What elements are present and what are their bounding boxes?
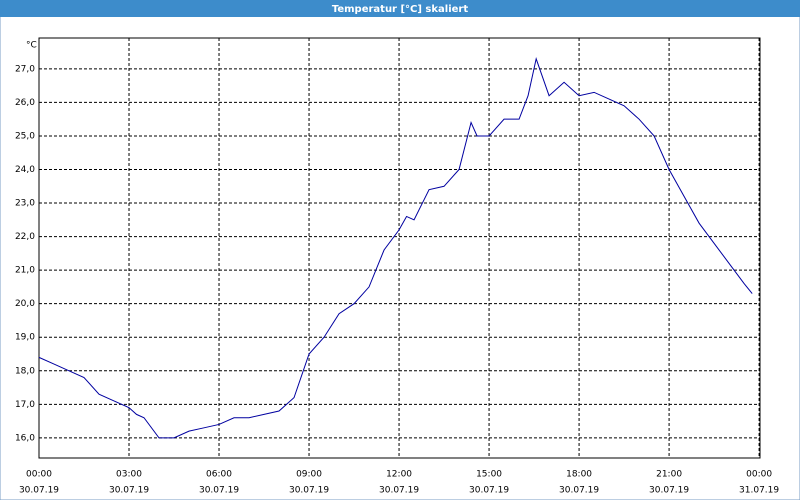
- x-tick-date: 30.07.19: [649, 486, 689, 496]
- x-tick-label: 12:00: [386, 470, 412, 480]
- y-tick-label: 26,0: [15, 98, 35, 108]
- x-tick-label: 18:00: [566, 470, 592, 480]
- x-tick-label: 21:00: [656, 470, 682, 480]
- y-tick-label: 20,0: [15, 299, 35, 309]
- x-tick-date: 30.07.19: [199, 486, 239, 496]
- x-tick-date: 31.07.19: [739, 486, 779, 496]
- x-tick-date: 30.07.19: [559, 486, 599, 496]
- y-tick-label: 17,0: [15, 400, 35, 410]
- x-tick-date: 30.07.19: [379, 486, 419, 496]
- x-tick-label: 00:00: [26, 470, 52, 480]
- x-tick-date: 30.07.19: [469, 486, 509, 496]
- x-tick-date: 30.07.19: [19, 486, 59, 496]
- y-unit: °C: [26, 41, 37, 51]
- x-tick-label: 06:00: [206, 470, 232, 480]
- x-tick-label: 09:00: [296, 470, 322, 480]
- line: [38, 56, 753, 439]
- y-tick-label: 21,0: [15, 266, 35, 276]
- x-tick-label: 03:00: [116, 470, 142, 480]
- x-tick-date: 30.07.19: [109, 486, 149, 496]
- chart-title: Temperatur [°C] skaliert: [332, 4, 469, 15]
- y-tick-label: 16,0: [15, 433, 35, 443]
- x-tick-date: 30.07.19: [289, 486, 329, 496]
- y-tick-label: 18,0: [15, 366, 35, 376]
- y-tick-label: 19,0: [15, 333, 35, 343]
- y-tick-label: 23,0: [15, 199, 35, 209]
- y-tick-label: 27,0: [15, 64, 35, 74]
- y-tick-label: 22,0: [15, 232, 35, 242]
- y-tick-label: 24,0: [15, 165, 35, 175]
- x-tick-label: 00:00: [746, 470, 772, 480]
- x-tick-label: 15:00: [476, 470, 502, 480]
- y-tick-label: 25,0: [15, 131, 35, 141]
- title-bar: [0, 0, 800, 17]
